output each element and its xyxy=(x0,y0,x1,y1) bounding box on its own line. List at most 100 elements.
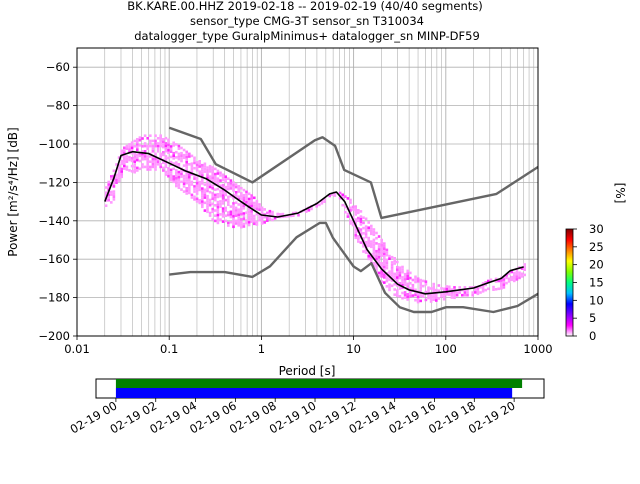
density-cell xyxy=(484,283,487,287)
density-cell xyxy=(416,300,420,304)
density-cell xyxy=(507,280,511,283)
density-cell xyxy=(123,159,126,163)
density-cell xyxy=(112,198,116,201)
density-cell xyxy=(219,192,222,195)
density-cell xyxy=(206,179,209,182)
density-cell xyxy=(214,219,217,223)
density-cell xyxy=(151,163,155,166)
density-cell xyxy=(128,158,131,162)
density-cell xyxy=(357,216,360,220)
density-cell xyxy=(406,272,409,275)
density-cell xyxy=(133,139,136,143)
density-cell xyxy=(237,216,240,219)
density-cell xyxy=(167,148,170,152)
colorbar-tick-label: 0 xyxy=(589,329,596,343)
density-cell xyxy=(338,196,342,200)
colorbar-tick-label: 5 xyxy=(589,311,596,325)
density-cell xyxy=(154,160,157,163)
density-cell xyxy=(141,155,144,158)
density-cell xyxy=(437,284,441,287)
density-cell xyxy=(401,296,404,300)
density-cell xyxy=(193,161,196,165)
density-cell xyxy=(120,167,123,171)
density-cell xyxy=(260,222,264,225)
density-cell xyxy=(370,227,373,230)
density-cell xyxy=(377,271,381,275)
density-cell xyxy=(385,259,389,262)
density-cell xyxy=(232,183,235,187)
density-cell xyxy=(110,190,113,194)
density-cell xyxy=(120,159,123,163)
density-cell xyxy=(172,144,175,147)
density-cell xyxy=(507,272,511,275)
density-cell xyxy=(208,214,212,217)
density-cell xyxy=(445,285,448,288)
density-cell xyxy=(372,233,376,236)
density-cell xyxy=(227,185,230,188)
density-cell xyxy=(245,221,248,225)
density-cell xyxy=(401,283,404,287)
density-cell xyxy=(146,137,149,140)
density-cell xyxy=(130,149,134,152)
density-cell xyxy=(227,224,230,227)
density-cell xyxy=(232,181,235,184)
density-cell xyxy=(419,289,422,292)
density-cell xyxy=(208,167,212,171)
density-cell xyxy=(435,294,438,297)
density-cell xyxy=(123,151,126,155)
density-cell xyxy=(164,144,168,148)
density-cell xyxy=(149,155,152,158)
mean-line xyxy=(104,150,524,295)
density-cell xyxy=(154,139,157,143)
density-cell xyxy=(255,220,259,224)
density-cell xyxy=(167,172,170,175)
density-cell xyxy=(380,280,383,283)
density-cell xyxy=(383,257,386,261)
density-cell xyxy=(245,190,248,194)
density-cell xyxy=(390,261,394,264)
density-cell xyxy=(515,278,519,281)
density-cell xyxy=(232,217,235,221)
density-cell xyxy=(383,244,386,248)
density-cell xyxy=(364,248,368,252)
density-cell xyxy=(104,199,108,202)
density-cell xyxy=(229,210,233,214)
density-cell xyxy=(247,213,251,216)
density-cell xyxy=(237,187,240,191)
density-cell xyxy=(393,277,396,281)
density-cell xyxy=(180,154,183,158)
density-cell xyxy=(380,269,383,273)
density-cell xyxy=(505,274,508,277)
density-cell xyxy=(211,174,214,177)
density-cell xyxy=(461,293,464,297)
density-cell xyxy=(182,164,186,167)
density-cell xyxy=(510,278,513,282)
density-cell xyxy=(216,219,220,222)
density-cell xyxy=(221,194,225,197)
density-cell xyxy=(323,200,326,203)
density-cell xyxy=(229,179,233,182)
density-cell xyxy=(133,165,136,169)
density-cell xyxy=(403,272,407,276)
density-cell xyxy=(393,272,396,276)
density-cell xyxy=(463,291,467,294)
density-cell xyxy=(357,235,360,238)
density-cell xyxy=(208,170,212,173)
density-cell xyxy=(169,150,173,153)
density-cell xyxy=(234,201,238,204)
density-cell xyxy=(435,288,438,292)
density-cell xyxy=(442,295,446,298)
density-cell xyxy=(398,287,402,290)
y-tick-label: −200 xyxy=(38,329,70,343)
density-cell xyxy=(227,195,230,199)
density-cell xyxy=(250,202,253,205)
density-cell xyxy=(258,218,261,222)
density-cell xyxy=(385,261,389,265)
density-cell xyxy=(271,213,274,216)
density-cell xyxy=(154,142,157,145)
density-cell xyxy=(141,165,144,169)
density-cell xyxy=(253,204,256,207)
density-cell xyxy=(195,179,199,182)
density-cell xyxy=(180,188,183,191)
density-cell xyxy=(372,230,376,234)
